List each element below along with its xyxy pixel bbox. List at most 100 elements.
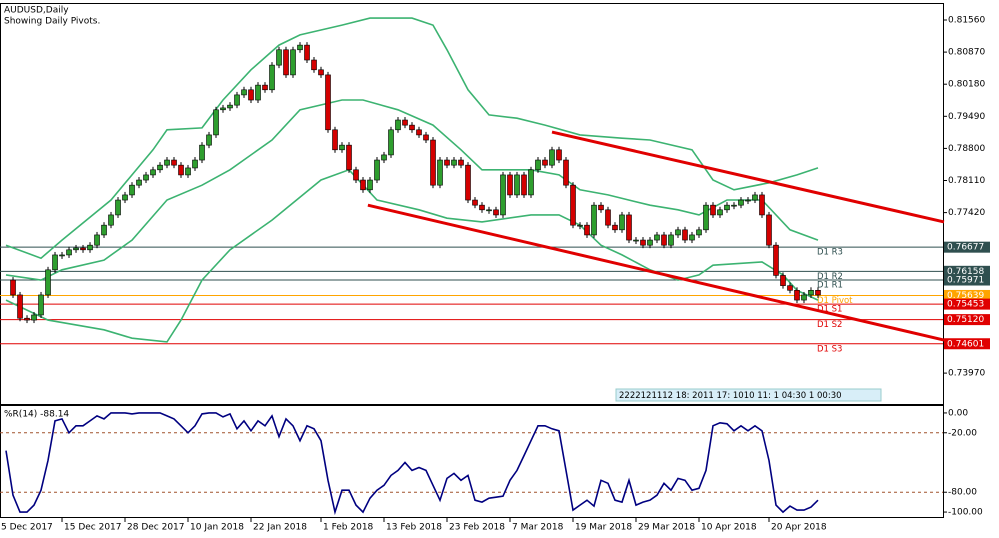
candle-body	[360, 179, 366, 191]
candle-body	[619, 214, 625, 231]
candle-body	[626, 214, 632, 241]
candle-body	[759, 194, 765, 216]
candle-body	[689, 234, 695, 241]
candle-body	[297, 44, 303, 51]
candle-body	[171, 159, 177, 166]
oscillator-panel-frame	[0, 405, 944, 518]
candle-body	[10, 279, 16, 296]
candle-body	[199, 144, 205, 161]
candle-body	[290, 49, 296, 76]
candle-body	[374, 159, 380, 181]
pivot-name: D1 R1	[817, 281, 843, 291]
candle-body	[234, 94, 240, 106]
candle-body	[276, 49, 282, 66]
candle-body	[248, 89, 254, 101]
candle-body	[563, 159, 569, 186]
candle-body	[437, 159, 443, 186]
candle-body	[556, 149, 562, 161]
x-tick-label: 10 Apr 2018	[701, 523, 757, 533]
pivot-price-box	[944, 338, 990, 350]
candle-body	[766, 214, 772, 246]
candle-body	[115, 199, 121, 216]
candle-body	[717, 209, 723, 216]
candle-body	[388, 129, 394, 156]
candle-body	[136, 179, 142, 186]
y-tick-label: 0.79490	[948, 112, 985, 122]
candle-body	[612, 224, 618, 231]
candle-body	[479, 204, 485, 211]
candle-body	[122, 194, 128, 201]
price-panel-frame	[0, 3, 944, 405]
candle-body	[500, 174, 506, 216]
candle-body	[808, 289, 814, 296]
y-tick-label: -100.00	[948, 508, 983, 518]
pivot-name: D1 S1	[817, 305, 842, 315]
pivot-price-box	[944, 265, 990, 277]
y-tick-label: 0.80870	[948, 48, 985, 58]
oscillator-title: %R(14) -88.14	[4, 410, 69, 420]
pivot-price-label: 0.74601	[947, 339, 984, 349]
candle-body	[430, 139, 436, 186]
candle-body	[101, 224, 107, 236]
candle-body	[353, 169, 359, 181]
candle-body	[59, 254, 65, 257]
pivot-name: D1 S3	[817, 344, 842, 354]
bollinger-band	[5, 17, 819, 260]
candle-body	[416, 129, 422, 136]
y-tick-label: 0.78800	[948, 144, 985, 154]
x-tick-label: 13 Feb 2018	[386, 523, 442, 533]
candle-body	[738, 199, 744, 206]
candle-body	[633, 239, 639, 242]
bollinger-band	[5, 168, 819, 343]
candle-body	[311, 59, 317, 71]
candle-body	[780, 275, 786, 286]
williams-r-line	[5, 412, 819, 516]
candle-body	[332, 129, 338, 151]
pivot-price-box	[944, 298, 990, 310]
candle-body	[423, 134, 429, 141]
candle-body	[318, 69, 324, 76]
candle-body	[458, 159, 464, 166]
pivot-price-label: 0.76677	[947, 243, 984, 253]
candle-body	[45, 269, 51, 296]
candle-body	[164, 159, 170, 166]
x-tick-label: 1 Feb 2018	[323, 523, 374, 533]
candle-body	[395, 119, 401, 131]
bollinger-band	[5, 99, 819, 281]
candle-body	[206, 134, 212, 146]
x-tick-label: 29 Mar 2018	[638, 523, 695, 533]
candle-body	[24, 317, 30, 321]
pivot-price-label: 0.75639	[947, 291, 984, 301]
candle-body	[241, 89, 247, 96]
candle-body	[577, 224, 583, 227]
candle-body	[444, 159, 450, 166]
y-tick-label: 0.80180	[948, 80, 985, 90]
candle-body	[31, 314, 37, 321]
candle-body	[87, 244, 93, 251]
candle-body	[549, 149, 555, 166]
candle-body	[661, 234, 667, 246]
candle-body	[570, 184, 576, 226]
candle-body	[192, 159, 198, 169]
candle-body	[654, 234, 660, 241]
candle-body	[486, 209, 492, 212]
candle-body	[325, 74, 331, 131]
candle-body	[255, 84, 261, 101]
candle-body	[80, 247, 86, 251]
candle-body	[262, 84, 268, 91]
pivot-price-label: 0.75120	[947, 315, 984, 325]
candle-body	[752, 194, 758, 201]
pivot-price-box	[944, 274, 990, 286]
candle-body	[668, 234, 674, 246]
candle-body	[17, 294, 23, 319]
timer-strip-box	[615, 388, 882, 402]
x-tick-label: 23 Feb 2018	[449, 523, 505, 533]
pivot-price-label: 0.75453	[947, 300, 984, 310]
candle-body	[304, 44, 310, 61]
price-layer: 0.81560 0.80870 0.80180 0.79490 0.78800 0.781…	[0, 16, 990, 379]
candle-body	[381, 154, 387, 161]
candle-body	[38, 294, 44, 316]
candle-body	[227, 104, 233, 109]
pivot-price-box	[944, 289, 990, 301]
candle-body	[724, 204, 730, 211]
